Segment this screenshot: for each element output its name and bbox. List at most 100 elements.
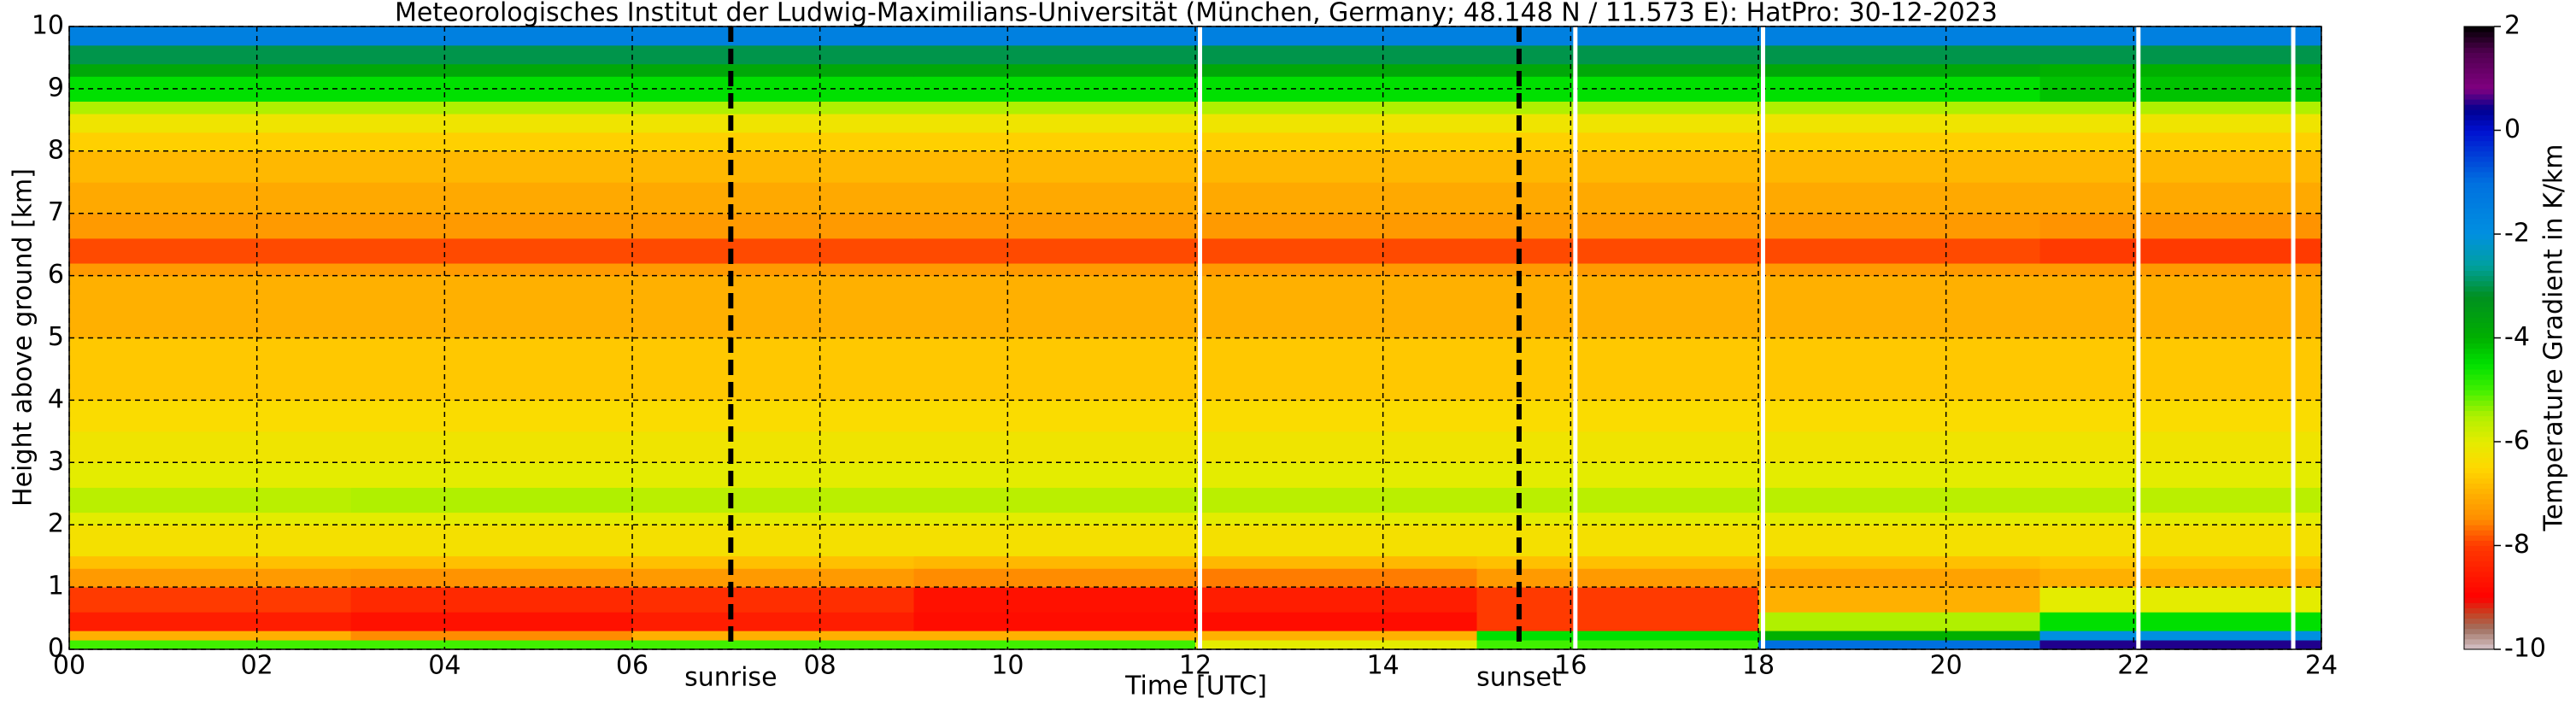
- heat-cell: [1476, 587, 1759, 613]
- heat-cell: [1758, 337, 2040, 401]
- x-tick-label: 18: [1742, 651, 1775, 681]
- heat-cell: [350, 238, 633, 264]
- colorbar-segment: [2464, 26, 2494, 32]
- colorbar-label: Temperature Gradient in K/km: [2539, 144, 2569, 532]
- heat-cell: [350, 76, 633, 102]
- colorbar-segment: [2464, 285, 2494, 292]
- heat-cell: [1758, 525, 2040, 557]
- colorbar-segment: [2464, 223, 2494, 230]
- heat-cell: [1195, 512, 1477, 525]
- colorbar-segment: [2464, 384, 2494, 390]
- colorbar-tick-label: -8: [2504, 530, 2530, 560]
- heat-cell: [2039, 101, 2322, 114]
- heat-cell: [2039, 525, 2322, 557]
- colorbar-segment: [2464, 197, 2494, 204]
- heat-cell: [2039, 76, 2322, 102]
- colorbar-segment: [2464, 307, 2494, 313]
- heat-cell: [1476, 263, 1759, 277]
- heat-cell: [632, 263, 914, 277]
- heat-cell: [2039, 400, 2322, 432]
- colorbar-segment: [2464, 228, 2494, 235]
- x-tick-label: 16: [1554, 651, 1587, 681]
- colorbar-segment: [2464, 104, 2494, 110]
- colorbar-segment: [2464, 400, 2494, 406]
- heat-cell: [632, 487, 914, 513]
- colorbar-segment: [2464, 358, 2494, 365]
- heat-cell: [1195, 568, 1477, 588]
- colorbar-segment: [2464, 643, 2494, 650]
- colorbar-segment: [2464, 275, 2494, 282]
- colorbar-segment: [2464, 472, 2494, 479]
- colorbar-segment: [2464, 255, 2494, 261]
- heat-cell: [1476, 182, 1759, 214]
- heat-cell: [913, 587, 1196, 613]
- heat-cell: [913, 263, 1196, 277]
- colorbar-segment: [2464, 167, 2494, 173]
- colorbar-segment: [2464, 296, 2494, 302]
- heat-cell: [69, 631, 351, 641]
- colorbar-tick-label: -10: [2504, 634, 2546, 664]
- heat-cell: [632, 26, 914, 46]
- heat-cell: [632, 63, 914, 77]
- heat-cell: [69, 337, 351, 401]
- chart-title: Meteorologisches Institut der Ludwig-Max…: [395, 0, 1998, 28]
- y-tick-label: 4: [48, 384, 64, 414]
- colorbar-segment: [2464, 555, 2494, 562]
- colorbar-segment: [2464, 182, 2494, 188]
- heat-cell: [2039, 487, 2322, 513]
- colorbar-segment: [2464, 270, 2494, 277]
- colorbar-segment: [2464, 109, 2494, 115]
- heat-cell: [69, 275, 351, 338]
- colorbar-segment: [2464, 260, 2494, 266]
- colorbar-segment: [2464, 57, 2494, 64]
- heat-cell: [69, 238, 351, 264]
- heat-cell: [350, 631, 633, 641]
- colorbar-segment: [2464, 343, 2494, 349]
- colorbar-segment: [2464, 478, 2494, 484]
- colorbar-segment: [2464, 457, 2494, 463]
- heat-cell: [632, 337, 914, 401]
- colorbar-segment: [2464, 312, 2494, 318]
- heat-cell: [69, 44, 351, 65]
- heat-cell: [2039, 44, 2322, 65]
- heat-cell: [1758, 263, 2040, 277]
- colorbar-segment: [2464, 47, 2494, 53]
- colorbar-segment: [2464, 290, 2494, 297]
- colorbar-segment: [2464, 42, 2494, 48]
- x-tick-label: 14: [1367, 651, 1399, 681]
- heat-cell: [350, 114, 633, 133]
- heat-cell: [913, 150, 1196, 183]
- colorbar-segment: [2464, 493, 2494, 500]
- colorbar-segment: [2464, 525, 2494, 531]
- colorbar-segment: [2464, 390, 2494, 396]
- colorbar-segment: [2464, 462, 2494, 468]
- colorbar-segment: [2464, 32, 2494, 38]
- heat-cell: [1476, 44, 1759, 65]
- heat-cell: [913, 101, 1196, 114]
- colorbar-segment: [2464, 545, 2494, 552]
- colorbar-tick-label: 0: [2504, 114, 2520, 144]
- heat-cell: [1195, 44, 1477, 65]
- heat-cell: [632, 114, 914, 133]
- heat-cell: [350, 431, 633, 463]
- heat-cell: [2039, 568, 2322, 588]
- heat-cell: [913, 400, 1196, 432]
- heat-cell: [1476, 631, 1759, 641]
- x-tick-label: 08: [804, 651, 836, 681]
- heat-cell: [913, 555, 1196, 569]
- colorbar-segment: [2464, 488, 2494, 495]
- colorbar-segment: [2464, 114, 2494, 120]
- heat-cell: [632, 555, 914, 569]
- colorbar-segment: [2464, 37, 2494, 43]
- heat-cell: [913, 612, 1196, 631]
- y-tick-label: 7: [48, 197, 64, 227]
- heat-cell: [913, 114, 1196, 133]
- heat-cell: [1195, 487, 1477, 513]
- colorbar-segment: [2464, 447, 2494, 453]
- heat-cell: [913, 275, 1196, 338]
- heat-cell: [69, 132, 351, 152]
- heat-cell: [2039, 26, 2322, 46]
- heat-cell: [913, 462, 1196, 488]
- heat-cell: [350, 132, 633, 152]
- colorbar-segment: [2464, 613, 2494, 619]
